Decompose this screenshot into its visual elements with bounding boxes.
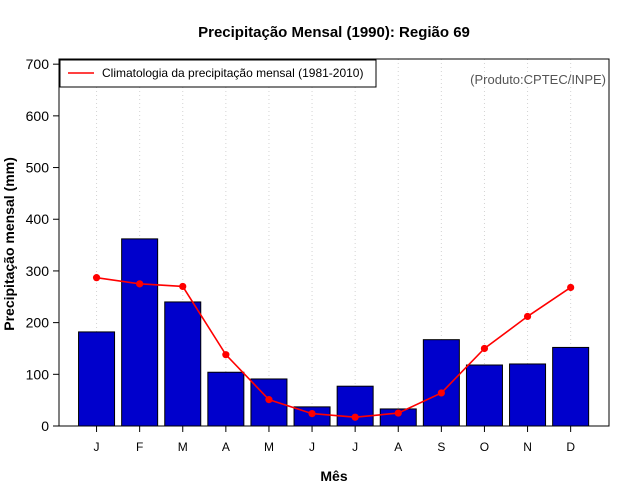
climatology-point-10 <box>480 344 489 353</box>
climatology-point-5 <box>265 396 273 404</box>
bar-12 <box>552 346 590 427</box>
x-tick-label: J <box>352 440 358 454</box>
bar-11 <box>509 363 547 427</box>
climatology-point-11 <box>523 312 532 321</box>
y-tick-label: 200 <box>26 315 50 331</box>
x-tick-label: O <box>480 440 489 454</box>
x-tick-label: S <box>437 440 445 454</box>
climatology-point-6 <box>308 409 316 418</box>
bar-9 <box>422 339 460 427</box>
climatology-point-12 <box>567 283 575 292</box>
y-tick-label: 600 <box>26 108 50 124</box>
y-tick-label: 300 <box>26 263 50 279</box>
x-tick-label: D <box>566 440 575 454</box>
climatology-point-9 <box>437 389 445 397</box>
bar-10 <box>465 364 503 427</box>
x-tick-label: N <box>523 440 532 454</box>
legend: Climatologia da precipitação mensal (198… <box>59 59 377 88</box>
x-tick-label: A <box>222 440 230 454</box>
bar-1 <box>78 331 116 427</box>
x-tick-label: J <box>94 440 100 454</box>
y-tick-label: 700 <box>26 56 50 72</box>
bar-3 <box>164 301 202 427</box>
plot-frame <box>58 58 610 427</box>
climatology-point-1 <box>92 274 101 282</box>
source-annotation: (Produto:CPTEC/INPE) <box>470 72 606 87</box>
climatology-line <box>96 276 572 419</box>
climatology-point-7 <box>351 413 359 421</box>
x-tick-label: M <box>178 440 188 454</box>
y-axis: 0 100 200 300 400 500 600 700 <box>26 56 59 434</box>
y-axis-label: Precipitação mensal (mm) <box>1 157 17 331</box>
bars <box>78 238 590 427</box>
y-tick-label: 0 <box>41 418 49 434</box>
climatology-point-3 <box>179 282 187 291</box>
y-tick-label: 100 <box>26 366 50 382</box>
legend-label: Climatologia da precipitação mensal (198… <box>102 66 363 80</box>
bar-4 <box>207 371 245 427</box>
x-tick-label: M <box>264 440 274 454</box>
x-tick-label: A <box>394 440 402 454</box>
climatology-point-8 <box>394 409 402 417</box>
x-tick-label: J <box>309 440 315 454</box>
bar-2 <box>121 238 159 427</box>
climatology-point-2 <box>136 280 144 288</box>
x-axis-label: Mês <box>320 468 347 484</box>
chart-title: Precipitação Mensal (1990): Região 69 <box>198 24 470 41</box>
y-tick-label: 500 <box>26 160 50 176</box>
legend-box <box>59 59 377 88</box>
climatology-line-group <box>92 274 575 421</box>
climatology-point-4 <box>222 351 230 359</box>
y-tick-label: 400 <box>26 211 50 227</box>
x-tick-label: F <box>136 440 143 454</box>
